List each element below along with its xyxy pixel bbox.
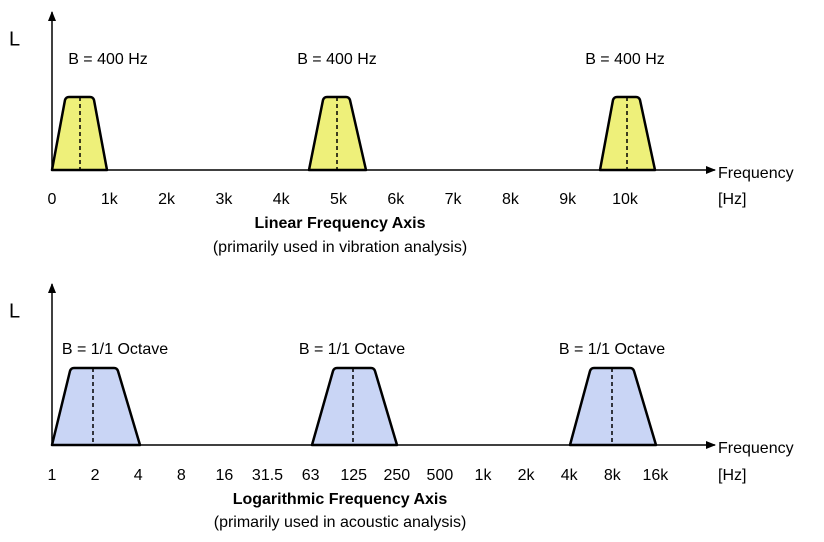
tick-label: 2k <box>158 191 176 208</box>
band-label: B = 1/1 Octave <box>299 341 405 358</box>
tick-label: 1k <box>475 467 493 484</box>
tick-label: 5k <box>330 191 348 208</box>
tick-label: 8k <box>502 191 520 208</box>
tick-label: 63 <box>302 467 320 484</box>
band-label: B = 400 Hz <box>585 51 665 68</box>
tick-label: 2 <box>91 467 100 484</box>
axis-subtitle: (primarily used in acoustic analysis) <box>214 514 467 531</box>
tick-label: 125 <box>340 467 367 484</box>
tick-label: 250 <box>383 467 410 484</box>
tick-label: 31.5 <box>252 467 283 484</box>
tick-label: 16k <box>643 467 670 484</box>
tick-label: 10k <box>612 191 639 208</box>
band-shape <box>568 366 658 447</box>
tick-label: 4 <box>134 467 143 484</box>
tick-label: 6k <box>387 191 405 208</box>
tick-label: 8 <box>177 467 186 484</box>
tick-label: 1k <box>101 191 119 208</box>
band-label: B = 1/1 Octave <box>62 341 168 358</box>
y-label: L <box>9 300 20 322</box>
axis-subtitle: (primarily used in vibration analysis) <box>213 239 467 256</box>
band-shape <box>50 366 142 447</box>
unit-label: [Hz] <box>718 467 746 484</box>
band-label: B = 400 Hz <box>68 51 148 68</box>
tick-label: 7k <box>445 191 463 208</box>
y-label: L <box>9 28 20 50</box>
tick-label: 3k <box>215 191 233 208</box>
band-label: B = 400 Hz <box>297 51 377 68</box>
unit-label: [Hz] <box>718 191 746 208</box>
tick-label: 4k <box>561 467 579 484</box>
band-label: B = 1/1 Octave <box>559 341 665 358</box>
axis-label: Frequency <box>718 165 794 182</box>
tick-label: 1 <box>48 467 57 484</box>
band-shape <box>310 366 399 447</box>
axis-title: Logarithmic Frequency Axis <box>233 491 448 508</box>
tick-label: 4k <box>273 191 291 208</box>
tick-label: 8k <box>604 467 622 484</box>
tick-label: 16 <box>216 467 234 484</box>
tick-label: 2k <box>518 467 536 484</box>
tick-label: 0 <box>48 191 57 208</box>
tick-label: 9k <box>559 191 577 208</box>
tick-label: 500 <box>427 467 454 484</box>
axis-title: Linear Frequency Axis <box>254 215 425 232</box>
axis-label: Frequency <box>718 440 794 457</box>
